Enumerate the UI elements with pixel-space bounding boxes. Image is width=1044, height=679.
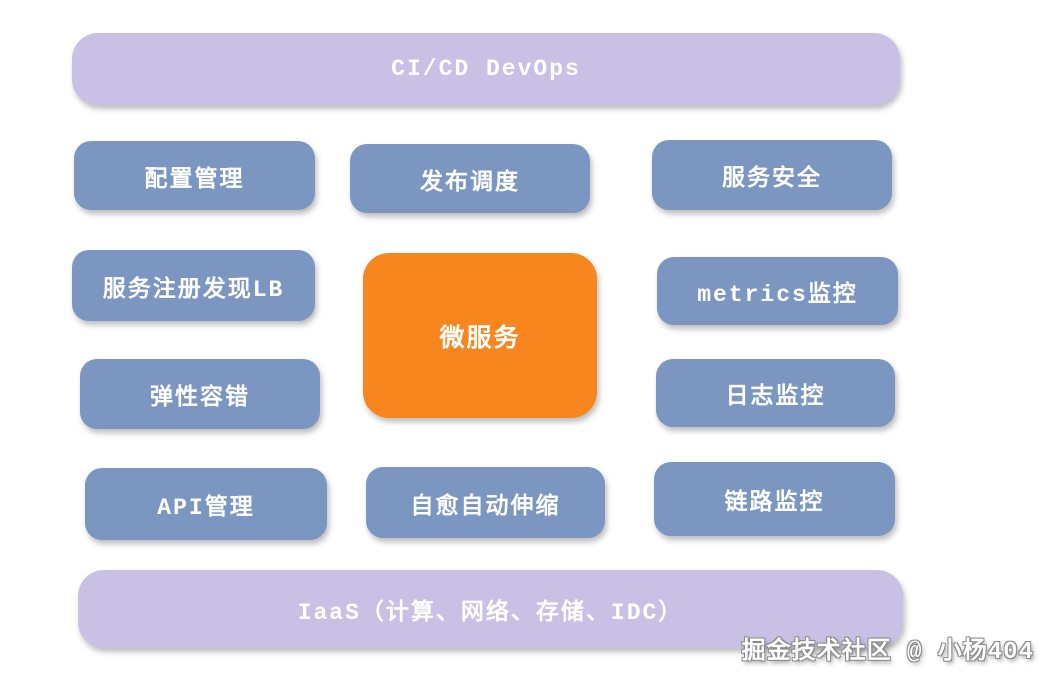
node-metrics-monitoring-label: metrics监控	[697, 282, 858, 308]
layer-iaas-label: IaaS（计算、网络、存储、IDC）	[297, 600, 684, 626]
node-self-healing-autoscaling: 自愈自动伸缩	[366, 467, 605, 538]
node-release-scheduling-label: 发布调度	[420, 169, 520, 196]
layer-cicd-devops-label: CI/CD DevOps	[391, 56, 581, 82]
watermark: 掘金技术社区 @ 小杨404	[741, 639, 1034, 666]
layer-cicd-devops: CI/CD DevOps	[72, 33, 900, 105]
node-self-healing-autoscaling-label: 自愈自动伸缩	[410, 493, 561, 520]
node-log-monitoring: 日志监控	[656, 359, 895, 427]
node-microservice-center-label: 微服务	[439, 324, 521, 354]
node-service-security: 服务安全	[652, 140, 892, 210]
node-trace-monitoring: 链路监控	[654, 462, 895, 536]
node-trace-monitoring-label: 链路监控	[724, 490, 825, 516]
node-elastic-fault-tolerance: 弹性容错	[80, 359, 320, 429]
node-config-management: 配置管理	[74, 141, 315, 210]
node-log-monitoring-label: 日志监控	[725, 384, 826, 410]
node-service-security-label: 服务安全	[722, 166, 822, 192]
node-service-registry-discovery-lb-label: 服务注册发现LB	[102, 276, 285, 303]
node-service-registry-discovery-lb: 服务注册发现LB	[72, 250, 315, 321]
node-release-scheduling: 发布调度	[350, 144, 590, 213]
node-api-management: API管理	[85, 468, 327, 540]
node-microservice-center: 微服务	[363, 253, 597, 418]
node-metrics-monitoring: metrics监控	[657, 257, 898, 325]
node-config-management-label: 配置管理	[144, 166, 245, 193]
layer-iaas: IaaS（计算、网络、存储、IDC）	[78, 570, 903, 648]
node-elastic-fault-tolerance-label: 弹性容错	[150, 385, 250, 411]
node-api-management-label: API管理	[157, 495, 255, 521]
